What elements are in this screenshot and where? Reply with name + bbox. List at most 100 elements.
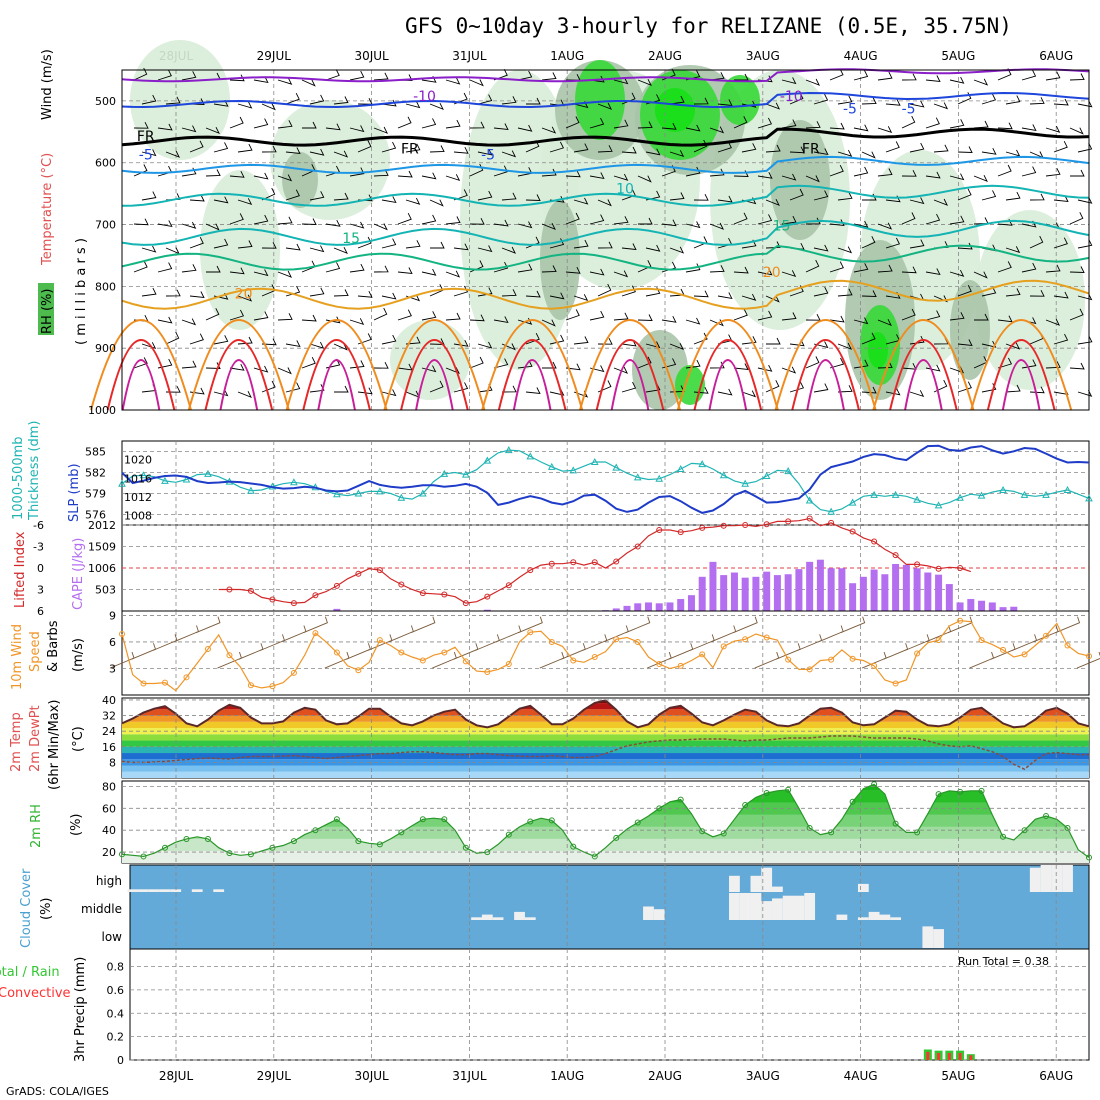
wind-barb bbox=[981, 147, 997, 155]
wind-barb bbox=[133, 260, 148, 273]
wind-barb bbox=[621, 381, 637, 393]
wind-barb bbox=[429, 380, 444, 393]
wind-barb bbox=[693, 193, 709, 201]
temp2m-tick: 32 bbox=[102, 710, 116, 723]
thickness-line-marker bbox=[784, 467, 792, 475]
precip-tick: 0.6 bbox=[107, 984, 125, 997]
wind-barb bbox=[261, 241, 277, 249]
wind-barb bbox=[261, 338, 277, 346]
freezing-level bbox=[121, 127, 1090, 147]
wind-barb bbox=[733, 116, 748, 129]
temp2m-tick: 24 bbox=[102, 725, 116, 738]
wind10m-speed-line bbox=[121, 620, 1090, 692]
wind-barb bbox=[949, 215, 965, 225]
precip-panel: 0 0.2 0.4 0.6 0.8 Run Total = 0.38 Total / R… bbox=[0, 948, 1090, 1067]
wind10m-speed-line-marker bbox=[720, 643, 727, 650]
wind-barb bbox=[445, 174, 461, 182]
cape-bar bbox=[956, 602, 964, 611]
contour-label: -5 bbox=[843, 101, 857, 117]
rh-blob bbox=[975, 210, 1085, 390]
wind-barb bbox=[829, 315, 845, 323]
wind-barb bbox=[205, 126, 220, 135]
wind-barb bbox=[1021, 124, 1037, 131]
wind-barb bbox=[421, 214, 437, 225]
wind-barb bbox=[861, 332, 876, 345]
rh2m-line-marker bbox=[419, 816, 426, 823]
thickness-line-marker bbox=[891, 490, 900, 498]
cape-bar bbox=[859, 576, 867, 611]
wind-barb bbox=[285, 92, 300, 105]
rh2m-line-marker bbox=[591, 853, 598, 860]
wind10m-speed-line-marker bbox=[183, 674, 190, 681]
wind-barb bbox=[253, 76, 269, 83]
wind-barb bbox=[717, 388, 733, 396]
wind-barb bbox=[453, 285, 469, 297]
surface-contour bbox=[317, 359, 356, 411]
rh2m-line-marker bbox=[1043, 812, 1050, 819]
wind-barb bbox=[141, 342, 157, 350]
wind-barb bbox=[901, 73, 917, 81]
wind-barb bbox=[302, 121, 317, 129]
thickness-line-marker bbox=[698, 460, 707, 468]
wind-barb bbox=[549, 334, 565, 345]
wind-barb bbox=[309, 341, 325, 349]
wind-barb bbox=[757, 364, 773, 372]
wind-barb bbox=[253, 311, 269, 321]
wind-barb bbox=[734, 73, 749, 81]
wind-barb bbox=[277, 367, 292, 375]
cloud-middle-bar bbox=[857, 917, 869, 920]
wind-barb bbox=[333, 192, 349, 201]
temp2m-panel: 8 16 24 32 40 2m Temp 2m DewPt (6hr Min/Max)… bbox=[9, 694, 1090, 790]
wind-barb bbox=[541, 168, 557, 177]
wind-barb bbox=[213, 238, 229, 249]
lifted-index-line-marker bbox=[806, 515, 813, 522]
rh2m-line-marker bbox=[355, 838, 362, 845]
wind10m-speed-line-marker bbox=[505, 661, 512, 668]
cape-bar bbox=[773, 575, 781, 611]
thickness-line-marker bbox=[977, 491, 986, 499]
wind-barb bbox=[813, 244, 829, 252]
rh2m-line-marker bbox=[204, 835, 211, 842]
lifted-index-line-marker bbox=[914, 561, 921, 568]
date-label-top: 4AUG bbox=[844, 49, 878, 63]
wind-barb bbox=[237, 240, 253, 249]
wind-barb bbox=[1021, 69, 1037, 81]
wind-barb bbox=[429, 145, 445, 153]
wind-barb bbox=[349, 70, 365, 81]
temp2m-tick: 40 bbox=[102, 694, 116, 707]
cape-bar bbox=[806, 561, 814, 611]
run-total-label: Run Total = 0.38 bbox=[958, 955, 1049, 968]
wind-barb bbox=[613, 77, 629, 85]
cross-section-axis-label: RH (%) Temperature (°C) Wind (m/s) ( m i… bbox=[38, 49, 89, 345]
thickness-line bbox=[121, 449, 1090, 513]
cloud-middle-bar bbox=[514, 911, 525, 920]
wind-barb bbox=[645, 148, 661, 156]
rh2m-tick: 60 bbox=[102, 802, 116, 815]
wind-barb bbox=[597, 337, 613, 345]
thickness-line-marker bbox=[504, 446, 513, 454]
surface-contour bbox=[204, 339, 274, 411]
wind-barb bbox=[877, 168, 893, 177]
wind-barb bbox=[141, 245, 157, 253]
lifted-index-line-marker bbox=[441, 591, 448, 598]
wind-barb bbox=[781, 270, 797, 278]
slp-line bbox=[121, 444, 1090, 514]
wind-barb bbox=[237, 294, 253, 302]
rh2m-line-marker bbox=[462, 844, 469, 851]
li-tick: 0 bbox=[37, 562, 44, 575]
wind-barb bbox=[133, 164, 148, 177]
rh-label: RH (%) bbox=[40, 289, 55, 334]
wind-barb bbox=[717, 141, 732, 153]
wind-barb bbox=[349, 318, 365, 326]
wind10m-tick: 9 bbox=[109, 609, 116, 622]
wind-barb bbox=[133, 218, 149, 226]
wind-barb bbox=[1045, 71, 1061, 81]
wind-barb bbox=[877, 71, 893, 81]
surface-contour bbox=[889, 339, 958, 411]
rh2m-line-marker bbox=[634, 819, 641, 826]
precip-conv-bar bbox=[926, 1051, 930, 1060]
wind-barb bbox=[501, 385, 517, 393]
wind-barb bbox=[685, 263, 701, 273]
wind-barb bbox=[589, 310, 605, 321]
wind-barb bbox=[813, 93, 829, 105]
